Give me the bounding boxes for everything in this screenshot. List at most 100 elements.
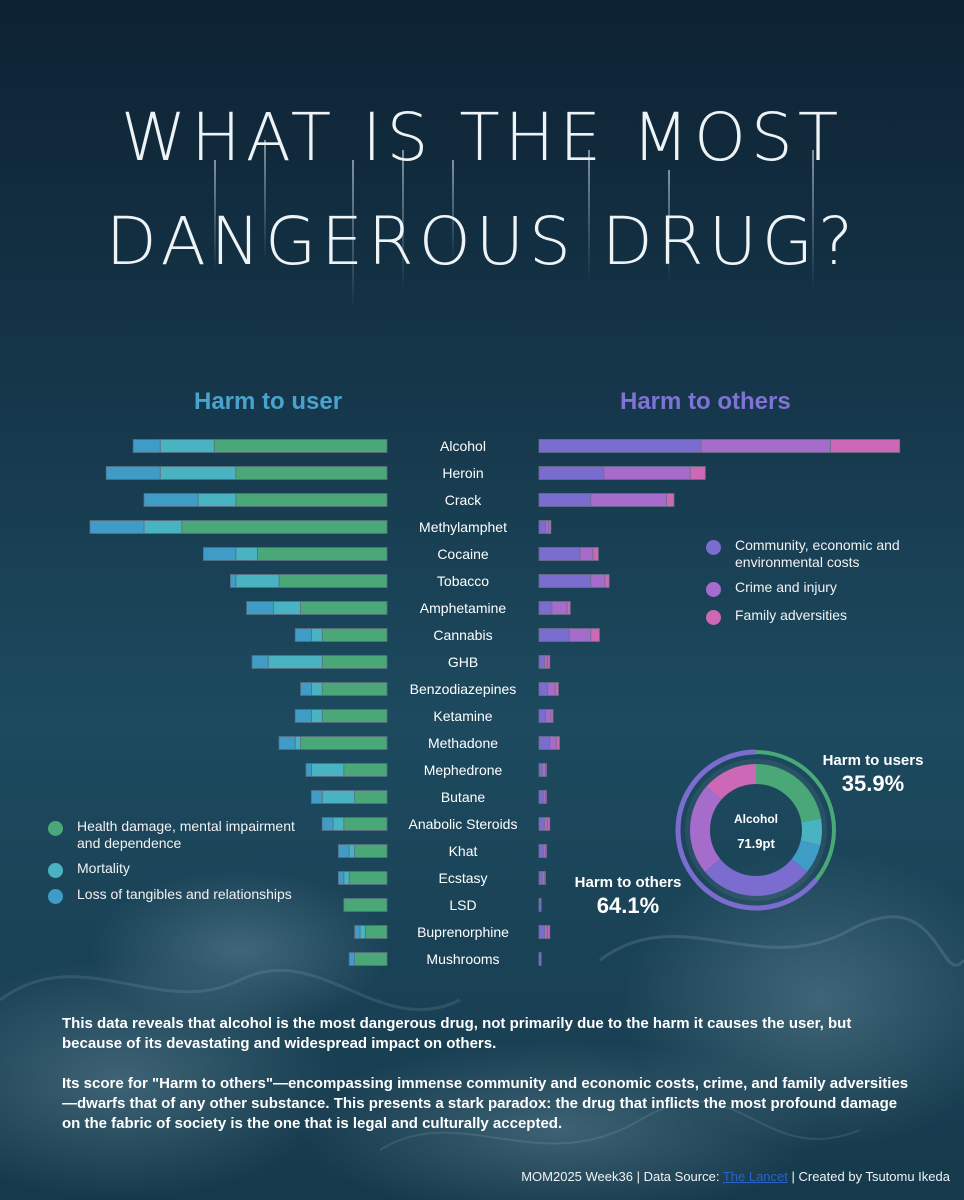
others-bar-tobacco-s0 [538,574,592,588]
others-bar-ghb-s1 [544,655,549,669]
others-bar-amphetamine-s2 [566,601,571,615]
others-bar-benzodiazepines-s0 [538,682,549,696]
user-bar-butane-s1 [321,790,356,804]
others-bar-heroin-s2 [689,466,706,480]
category-label-buprenorphine: Buprenorphine [417,924,509,940]
summary-paragraph-1: This data reveals that alcohol is the mo… [62,1015,852,1052]
user-bar-ghb-s1 [267,655,323,669]
others-bar-alcohol-s2 [830,439,901,453]
user-bar-mephedrone-s2 [305,763,312,777]
user-bar-methylamphet-s1 [143,520,183,534]
user-bar-butane-s0 [354,790,388,804]
user-bar-cannabis-s1 [310,628,323,642]
others-bar-crack-s2 [666,493,675,507]
title-line-2: DANGEROUS DRUG? [105,203,859,280]
user-bar-mushrooms-s0 [354,952,388,966]
category-label-benzodiazepines: Benzodiazepines [410,681,517,697]
others-bar-ketamine-s2 [550,709,554,723]
legend-item-family: Family adversities [706,607,906,625]
donut-others-title: Harm to others [574,874,682,891]
user-bar-heroin-s1 [159,466,237,480]
user-bar-lsd-s0 [343,898,388,912]
user-bar-alcohol-s1 [159,439,215,453]
user-bar-khat-s0 [354,844,388,858]
user-bar-crack-s1 [197,493,237,507]
legend-label-crime: Crime and injury [735,579,837,595]
others-bar-methadone-s0 [538,736,551,750]
others-bar-buprenorphine-s2 [547,925,551,939]
user-bar-methadone-s1 [294,736,302,750]
donut-label-users: Harm to users 35.9% [812,752,934,797]
user-bar-crack-s0 [235,493,388,507]
legend-item-crime: Crime and injury [706,579,906,597]
donut-user-slice-0 [755,764,822,823]
others-bar-anabolic-steroids-s2 [547,817,551,831]
user-bar-methadone-s2 [278,736,296,750]
user-bar-benzodiazepines-s1 [310,682,323,696]
user-bar-benzodiazepines-s0 [321,682,388,696]
category-label-cocaine: Cocaine [437,546,489,562]
others-bar-anabolic-steroids-s0 [538,817,545,831]
donut-users-value: 35.9% [841,771,905,796]
legend-label-loss: Loss of tangibles and relationships [77,886,292,902]
user-bar-anabolic-steroids-s1 [332,817,345,831]
footer-suffix: | Created by Tsutomu Ikeda [787,1169,950,1184]
user-bar-ketamine-s1 [310,709,323,723]
category-label-lsd: LSD [449,897,476,913]
user-bar-anabolic-steroids-s2 [321,817,334,831]
others-bar-butane-s2 [545,790,547,804]
others-bar-crack-s0 [538,493,592,507]
others-bar-khat-s0 [538,844,544,858]
user-bar-khat-s2 [337,844,350,858]
legend-label-community: Community, economic and environmental co… [735,537,900,570]
legend-item-mortality: Mortality [48,860,308,878]
category-label-ecstasy: Ecstasy [438,870,487,886]
category-label-tobacco: Tobacco [437,573,489,589]
donut-others-value: 64.1% [596,893,660,918]
user-bar-mephedrone-s1 [310,763,345,777]
donut-users-title: Harm to users [822,752,924,769]
category-label-crack: Crack [445,492,483,508]
others-bar-heroin-s1 [603,466,691,480]
harm-to-user-header: Harm to user [194,388,343,415]
user-bar-cocaine-s0 [256,547,388,561]
legend-dot-community [706,540,721,555]
category-label-methylamphet: Methylamphet [419,519,507,535]
user-bar-alcohol-s0 [213,439,388,453]
others-bar-alcohol-s1 [700,439,832,453]
donut-user-slice-1 [800,818,822,846]
user-bar-amphetamine-s2 [246,601,275,615]
user-bar-cannabis-s2 [294,628,312,642]
user-bar-mephedrone-s0 [343,763,388,777]
user-bar-butane-s2 [310,790,323,804]
user-bar-buprenorphine-s2 [354,925,361,939]
others-bar-methylamphet-s1 [545,520,550,534]
summary-text: This data reveals that alcohol is the mo… [62,1014,912,1154]
others-bar-alcohol-s0 [538,439,702,453]
user-bar-benzodiazepines-s2 [300,682,312,696]
category-label-alcohol: Alcohol [440,438,486,454]
others-bar-mephedrone-s0 [538,763,543,777]
user-bar-buprenorphine-s0 [364,925,388,939]
data-source-link[interactable]: The Lancet [722,1169,788,1184]
legend-item-community: Community, economic and environmental co… [706,537,906,571]
others-bar-cannabis-s1 [568,628,592,642]
others-bar-anabolic-steroids-s1 [544,817,549,831]
legend-label-health: Health damage, mental impairment and dep… [77,818,295,851]
user-bar-ketamine-s0 [321,709,388,723]
others-bar-butane-s0 [538,790,544,804]
donut-center-name: Alcohol [734,812,778,826]
others-bar-methylamphet-s2 [548,520,552,534]
others-bar-cannabis-s2 [590,628,600,642]
user-bar-tobacco-s1 [235,574,280,588]
others-bar-lsd-s0 [538,898,542,912]
donut-others-slice-2 [706,764,757,800]
legend-item-health: Health damage, mental impairment and dep… [48,818,308,852]
others-bar-ecstasy-s2 [544,871,546,885]
others-bar-heroin-s0 [538,466,605,480]
user-bar-ecstasy-s0 [348,871,388,885]
footer-prefix: MOM2025 Week36 | Data Source: [521,1169,723,1184]
user-bar-heroin-s0 [235,466,388,480]
footer: MOM2025 Week36 | Data Source: The Lancet… [521,1169,950,1184]
legend-dot-mortality [48,863,63,878]
